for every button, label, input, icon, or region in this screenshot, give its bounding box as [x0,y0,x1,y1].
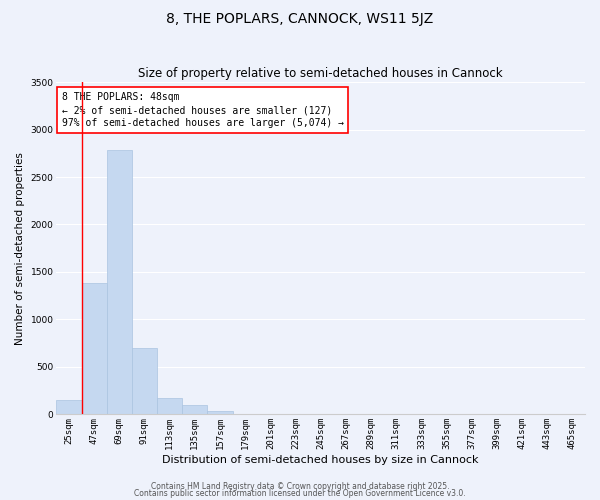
Bar [208,410,233,414]
Bar [82,284,107,414]
Title: Size of property relative to semi-detached houses in Cannock: Size of property relative to semi-detach… [139,66,503,80]
Bar [107,150,132,414]
X-axis label: Distribution of semi-detached houses by size in Cannock: Distribution of semi-detached houses by … [163,455,479,465]
Text: Contains public sector information licensed under the Open Government Licence v3: Contains public sector information licen… [134,489,466,498]
Bar [132,348,157,414]
Bar [56,400,82,414]
Text: 8 THE POPLARS: 48sqm
← 2% of semi-detached houses are smaller (127)
97% of semi-: 8 THE POPLARS: 48sqm ← 2% of semi-detach… [62,92,344,128]
Y-axis label: Number of semi-detached properties: Number of semi-detached properties [15,152,25,344]
Text: 8, THE POPLARS, CANNOCK, WS11 5JZ: 8, THE POPLARS, CANNOCK, WS11 5JZ [166,12,434,26]
Bar [157,398,182,414]
Text: Contains HM Land Registry data © Crown copyright and database right 2025.: Contains HM Land Registry data © Crown c… [151,482,449,491]
Bar [182,405,208,414]
